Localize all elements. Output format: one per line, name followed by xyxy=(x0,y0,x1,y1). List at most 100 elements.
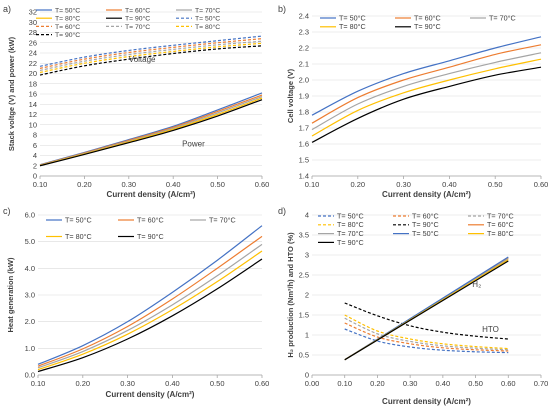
legend-entry: T= 70°C xyxy=(487,211,514,220)
annotation: Voltage xyxy=(129,55,156,64)
series-line xyxy=(344,322,509,352)
x-axis-label: Current density (A/cm²) xyxy=(106,390,195,399)
legend: T= 50°C T= 60°C T= 70°C T= 80°C T= 90°C T= 50… xyxy=(36,6,220,39)
y-tick-label: 1.4 xyxy=(299,172,309,181)
y-axis-label: Stack voltge (V) and power (kW) xyxy=(7,36,16,151)
series-line xyxy=(311,36,542,116)
legend-entry: T= 50°C xyxy=(412,229,439,238)
series-line xyxy=(311,44,542,124)
y-tick-label: 3.5 xyxy=(299,231,309,240)
y-tick-label: 4 xyxy=(305,211,309,220)
x-tick-label: 0.40 xyxy=(442,180,457,189)
x-tick-label: 0.60 xyxy=(255,379,270,388)
legend-entry: T= 90°C xyxy=(125,15,150,23)
legend-entry: T= 60°C xyxy=(414,13,441,22)
y-tick-label: 2 xyxy=(305,291,309,300)
legend-entry: T= 50°C xyxy=(337,211,364,220)
y-tick-label: 30 xyxy=(29,18,37,27)
legend-entry: T= 60°C xyxy=(137,215,164,224)
y-tick-label: 1.0 xyxy=(25,344,35,353)
x-tick-label: 0.10 xyxy=(337,379,352,388)
legend-entry: T= 70°C xyxy=(489,13,516,22)
series-line xyxy=(37,258,263,373)
y-tick-label: 5.0 xyxy=(25,237,35,246)
x-tick-label: 0.60 xyxy=(501,379,516,388)
x-tick-label: 0.30 xyxy=(120,379,135,388)
legend-entry: T= 90°C xyxy=(412,220,439,229)
panel-label: a) xyxy=(3,4,11,14)
legend-entry: T= 90°C xyxy=(55,31,80,39)
y-tick-label: 2.0 xyxy=(25,317,35,326)
x-tick-label: 0.10 xyxy=(305,180,320,189)
x-tick-label: 0.70 xyxy=(534,379,549,388)
legend-entry: T= 80°C xyxy=(195,23,220,31)
y-tick-label: 2.3 xyxy=(299,28,309,37)
x-tick-label: 0.10 xyxy=(31,379,46,388)
y-tick-label: 24 xyxy=(29,49,37,58)
x-tick-label: 0.30 xyxy=(121,180,136,189)
series-line xyxy=(39,40,263,72)
x-tick-label: 0.20 xyxy=(350,180,365,189)
legend: T= 50°C T= 60°C T= 70°C T= 80°C T= 90°C xyxy=(46,215,236,241)
series-line xyxy=(39,38,263,69)
series-line xyxy=(39,92,263,166)
series-line xyxy=(344,302,509,340)
x-axis-label: Current density (A/cm²) xyxy=(382,397,471,406)
annotation: Power xyxy=(182,139,205,148)
legend-entry: T= 70°C xyxy=(337,229,364,238)
y-tick-label: 0.0 xyxy=(25,371,35,380)
x-tick-label: 0.50 xyxy=(488,180,503,189)
x-tick-label: 0.20 xyxy=(77,180,92,189)
legend-entry: T= 80°C xyxy=(339,22,366,31)
panel-label: c) xyxy=(3,206,11,216)
x-tick-label: 0.50 xyxy=(210,180,225,189)
series-line xyxy=(37,243,263,369)
y-tick-label: 0.5 xyxy=(299,351,309,360)
y-tick-label: 1.5 xyxy=(299,311,309,320)
x-tick-label: 0.00 xyxy=(305,379,320,388)
y-axis-label: Cell voltage (V) xyxy=(286,68,295,123)
series-line xyxy=(37,225,263,365)
series-line xyxy=(37,250,263,371)
y-tick-label: 3.0 xyxy=(25,291,35,300)
x-tick-label: 0.50 xyxy=(210,379,225,388)
y-tick-label: 20 xyxy=(29,69,37,78)
legend-entry: T= 80°C xyxy=(337,220,364,229)
x-tick-label: 0.60 xyxy=(255,180,270,189)
x-tick-label: 0.20 xyxy=(370,379,385,388)
x-tick-label: 0.30 xyxy=(403,379,418,388)
legend-entry: T= 80°C xyxy=(65,232,92,241)
y-tick-label: 2.5 xyxy=(299,271,309,280)
legend-entry: T= 50°C xyxy=(55,6,80,14)
legend: T= 50°C T= 60°C T= 70°CT= 80°C T= 90°C T= 60… xyxy=(318,211,514,247)
x-tick-label: 0.50 xyxy=(468,379,483,388)
x-tick-label: 0.20 xyxy=(75,379,90,388)
series-line xyxy=(311,66,542,143)
y-tick-label: 28 xyxy=(29,28,37,37)
y-tick-label: 4.0 xyxy=(25,264,35,273)
y-tick-label: 1.5 xyxy=(299,156,309,165)
series-line xyxy=(344,260,509,361)
y-tick-label: 6 xyxy=(33,141,37,150)
chart-panel-4: 0 0.5 1 1.5 2 2.5 3 3.5 4 0.00 0.10 0.20 0.30 0.40 0.5… xyxy=(278,206,548,406)
y-tick-label: 6.0 xyxy=(25,211,35,220)
y-tick-label: 4 xyxy=(33,151,37,160)
y-tick-label: 0 xyxy=(33,172,37,181)
x-axis-label: Current density (A/cm²) xyxy=(382,190,471,199)
legend-entry: T= 50°C xyxy=(195,15,220,23)
y-tick-label: 18 xyxy=(29,79,37,88)
y-tick-label: 2 xyxy=(33,161,37,170)
legend-entry: T= 60°C xyxy=(55,23,80,31)
legend-entry: T= 50°C xyxy=(339,13,366,22)
x-tick-label: 0.40 xyxy=(436,379,451,388)
x-tick-label: 0.60 xyxy=(534,180,549,189)
legend-entry: T= 80°C xyxy=(487,229,514,238)
panel-label: d) xyxy=(278,206,286,216)
legend: T= 50°C T= 60°C T= 70°C T= 80°C T= 90°C xyxy=(320,13,516,31)
y-tick-label: 8 xyxy=(33,131,37,140)
x-axis-label: Current density (A/cm²) xyxy=(107,190,196,199)
legend-entry: T= 60°C xyxy=(487,220,514,229)
series-line xyxy=(39,99,263,167)
series-line xyxy=(39,45,263,76)
legend-entry: T= 70°C xyxy=(195,6,220,14)
